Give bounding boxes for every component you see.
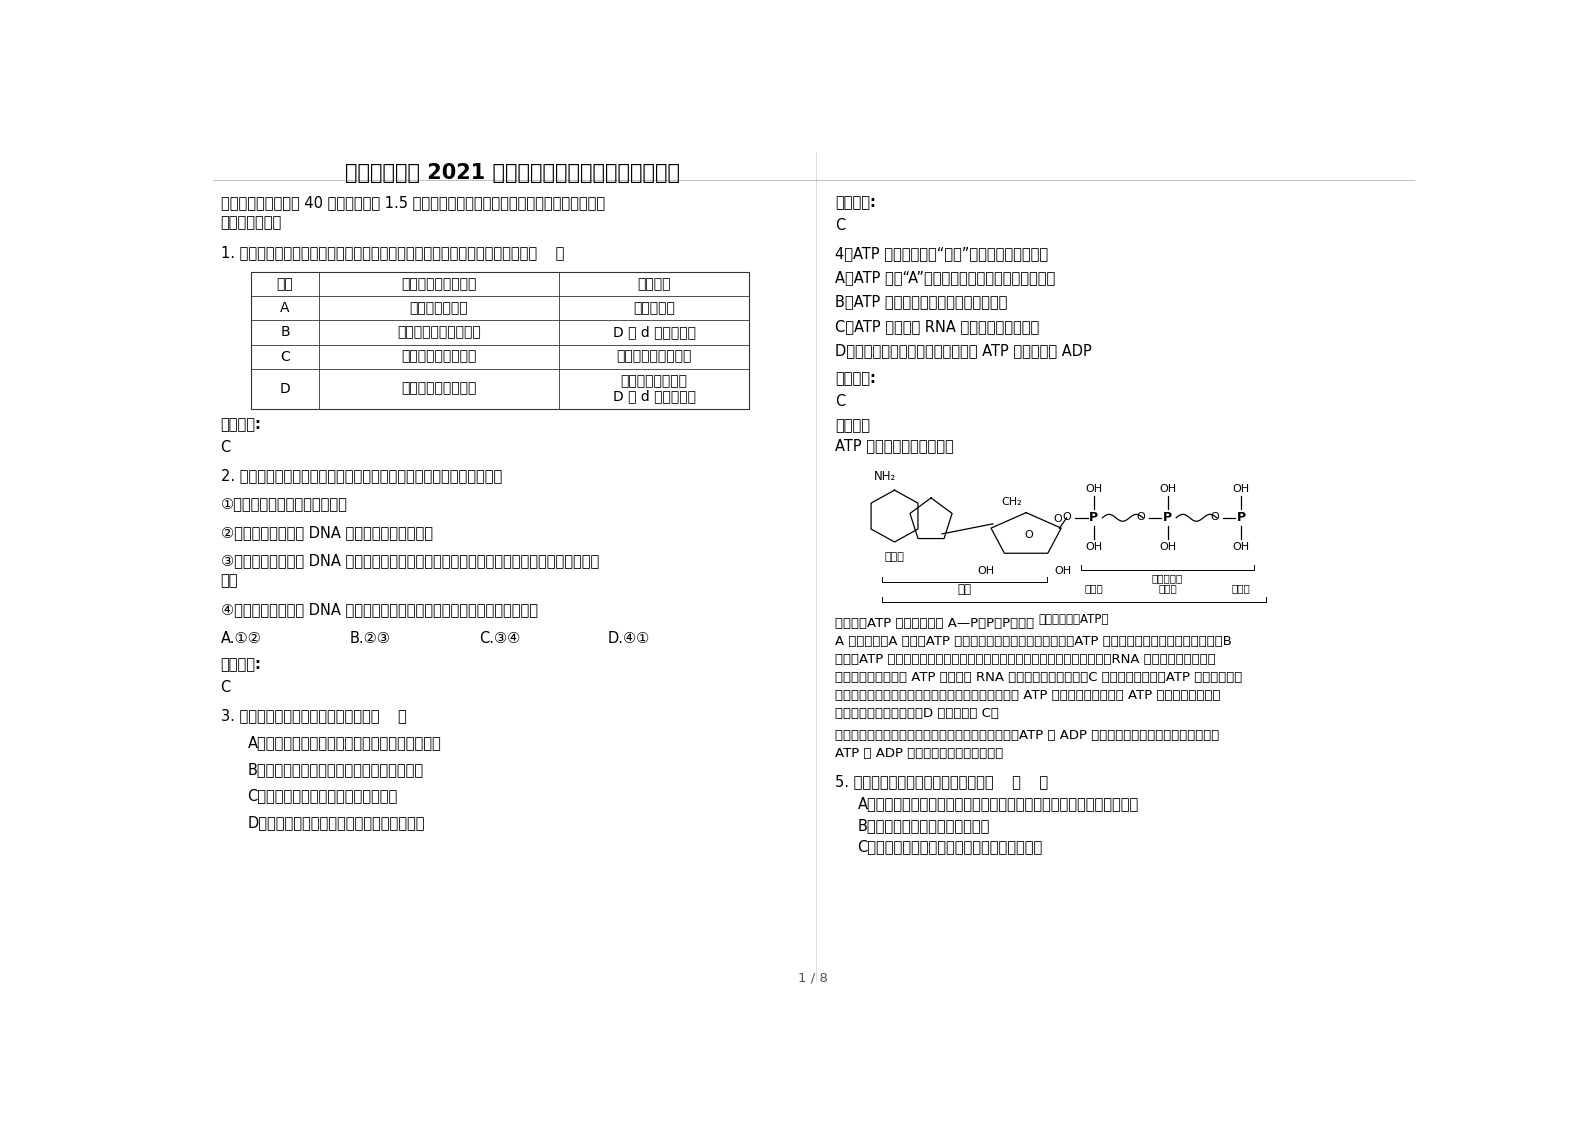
Text: 选项: 选项 (276, 277, 294, 291)
Text: A.①②: A.①② (221, 631, 262, 645)
Text: 雌雄配子的随机结合: 雌雄配子的随机结合 (616, 350, 692, 364)
Text: 三个磷酸基: 三个磷酸基 (1152, 573, 1184, 583)
Text: 1. 在性状分离比的模拟实验中，所用材料或实验过程与所模拟的内容一致的是（    ）: 1. 在性状分离比的模拟实验中，所用材料或实验过程与所模拟的内容一致的是（ ） (221, 246, 563, 260)
Text: OH: OH (1159, 484, 1176, 494)
Text: C: C (835, 394, 846, 408)
Text: 培养: 培养 (221, 573, 238, 589)
Text: 【详解】ATP 的结构简式是 A—P～P～P，其中: 【详解】ATP 的结构简式是 A—P～P～P，其中 (835, 617, 1035, 629)
Text: 三磷酸腺苷（ATP）: 三磷酸腺苷（ATP） (1039, 613, 1109, 626)
Text: A 代表腺苷，A 错误；ATP 水解反应一般与吸能反应相联系，ATP 的合反应一般与放能反应相联系，B: A 代表腺苷，A 错误；ATP 水解反应一般与吸能反应相联系，ATP 的合反应一… (835, 635, 1233, 647)
Text: C．ATP 中的糖和 RNA 中的五碳糖是相同的: C．ATP 中的糖和 RNA 中的五碳糖是相同的 (835, 319, 1039, 333)
Text: C．细胞内没有线粒体、核糖体等复杂的细胞器: C．细胞内没有线粒体、核糖体等复杂的细胞器 (857, 839, 1043, 855)
Text: NH₂: NH₂ (873, 470, 895, 484)
Text: OH: OH (1233, 542, 1251, 552)
Text: C: C (221, 440, 230, 454)
Text: D: D (279, 381, 290, 396)
Text: C.③④: C.③④ (479, 631, 521, 645)
Text: 【分析】: 【分析】 (835, 419, 871, 433)
Text: 雌、雄配子: 雌、雄配子 (633, 302, 674, 315)
Text: 磷酸基: 磷酸基 (1232, 583, 1251, 594)
Text: CH₂: CH₂ (1001, 497, 1022, 507)
Text: ④将编码毒素蛋白的 DNA 序列与质粒重组，注射到棉花子房，并进入受精卵: ④将编码毒素蛋白的 DNA 序列与质粒重组，注射到棉花子房，并进入受精卵 (221, 603, 538, 617)
Text: B．为大面积烧伤的病人提供移植的皮肤细胞: B．为大面积烧伤的病人提供移植的皮肤细胞 (248, 762, 424, 776)
Text: B: B (281, 325, 290, 340)
Text: OH: OH (1086, 542, 1103, 552)
Text: ③将编码毒素蛋白的 DNA 序列与质粒重组导入细菌，用该细菌感染棉花体细胞，再进行组织: ③将编码毒素蛋白的 DNA 序列与质粒重组导入细菌，用该细菌感染棉花体细胞，再进… (221, 553, 598, 569)
Text: OH: OH (1233, 484, 1251, 494)
Text: ①将毒素蛋白注射到棉受精卵中: ①将毒素蛋白注射到棉受精卵中 (221, 497, 348, 512)
Text: O: O (1063, 512, 1071, 522)
Text: 腺嘌呤: 腺嘌呤 (884, 552, 905, 562)
Text: D.④①: D.④① (608, 631, 651, 645)
Text: 1 / 8: 1 / 8 (798, 972, 828, 985)
Text: A．构成细胞的物质中不含纤维素，但含有糖类和蛋白结合而成的化合物: A．构成细胞的物质中不含纤维素，但含有糖类和蛋白结合而成的化合物 (857, 797, 1139, 811)
Text: O: O (1211, 512, 1219, 522)
Text: ②将编码毒素蛋白的 DNA 序列注射到棉受精卵中: ②将编码毒素蛋白的 DNA 序列注射到棉受精卵中 (221, 525, 433, 540)
Text: 参考答案:: 参考答案: (835, 195, 876, 210)
Text: 参考答案:: 参考答案: (221, 417, 262, 432)
Text: D．人在激烈运动的状态下，细胞中 ATP 含量远低于 ADP: D．人在激烈运动的状态下，细胞中 ATP 含量远低于 ADP (835, 343, 1092, 358)
Text: 【点睛】本题的易错点：不管是安静还是剧烈运动，ATP 和 ADP 的含量均能维持相对稳定，不同的是: 【点睛】本题的易错点：不管是安静还是剧烈运动，ATP 和 ADP 的含量均能维持… (835, 729, 1220, 742)
Text: C: C (281, 350, 290, 364)
Text: O: O (1054, 514, 1062, 524)
Text: A．大规模生产干扰素，用于抵抗病毒引起的感染: A．大规模生产干扰素，用于抵抗病毒引起的感染 (248, 735, 441, 751)
Text: OH: OH (978, 567, 993, 577)
Text: OH: OH (1086, 484, 1103, 494)
Text: 模拟内容: 模拟内容 (638, 277, 671, 291)
Text: 参考答案:: 参考答案: (835, 371, 876, 386)
Text: 不同彩球的随机组合: 不同彩球的随机组合 (402, 381, 476, 396)
Text: 所用材料或实验过程: 所用材料或实验过程 (402, 277, 476, 291)
Text: O: O (1136, 512, 1146, 522)
Bar (251, 272, 749, 408)
Text: 参考答案:: 参考答案: (221, 657, 262, 672)
Text: ATP 与 ADP 相互转化的速率不同而已。: ATP 与 ADP 相互转化的速率不同而已。 (835, 747, 1003, 761)
Text: 磷酸基: 磷酸基 (1159, 583, 1178, 594)
Text: A: A (281, 302, 290, 315)
Text: D．利用核移植技术，增加濒危动物存活数量: D．利用核移植技术，增加濒危动物存活数量 (248, 816, 425, 830)
Text: 4．ATP 是细胞的能量“通货”，下列叙述正确的是: 4．ATP 是细胞的能量“通货”，下列叙述正确的是 (835, 246, 1049, 261)
Text: B．细胞具有拟核、核内有染色质: B．细胞具有拟核、核内有染色质 (857, 818, 990, 833)
Text: 5. 下列关于幽门螺杆菌的叙述正确的是    （    ）: 5. 下列关于幽门螺杆菌的叙述正确的是 （ ） (835, 774, 1049, 789)
Text: C．大规模生产药物、香料、生物碱等: C．大规模生产药物、香料、生物碱等 (248, 789, 398, 803)
Text: P: P (1163, 512, 1173, 524)
Text: C: C (835, 218, 846, 232)
Text: 题目要求的。）: 题目要求的。） (221, 215, 282, 230)
Text: 一、选择题（本题共 40 小题，每小题 1.5 分。在每小题给出的四个选项中，只有一项是符合: 一、选择题（本题共 40 小题，每小题 1.5 分。在每小题给出的四个选项中，只… (221, 195, 605, 210)
Text: 甲、乙两个小桶: 甲、乙两个小桶 (409, 302, 468, 315)
Text: D 和 d 的随机结合: D 和 d 的随机结合 (613, 389, 695, 404)
Text: 雌（或雄）配子内: 雌（或雄）配子内 (621, 374, 687, 388)
Text: P: P (1089, 512, 1098, 524)
Text: D 和 d 配子的比例: D 和 d 配子的比例 (613, 325, 695, 340)
Text: 磷酸基团组成。因此 ATP 中的糖和 RNA 中的五碳糖是相同的，C 正确；在人体内，ATP 的含量都是在: 磷酸基团组成。因此 ATP 中的糖和 RNA 中的五碳糖是相同的，C 正确；在人… (835, 671, 1243, 684)
Text: 3. 下列不属于动物细胞工程应用的是（    ）: 3. 下列不属于动物细胞工程应用的是（ ） (221, 708, 406, 724)
Text: B.②③: B.②③ (349, 631, 390, 645)
Text: B．ATP 水解反应一般与吸能反应相联系: B．ATP 水解反应一般与吸能反应相联系 (835, 294, 1008, 310)
Text: OH: OH (1159, 542, 1176, 552)
Text: 甲、乙两小桶内的彩球: 甲、乙两小桶内的彩球 (397, 325, 481, 340)
Text: A．ATP 中的“A”代表腺嘌呤，是组成核酸成分之一: A．ATP 中的“A”代表腺嘌呤，是组成核酸成分之一 (835, 270, 1055, 285)
Text: 重庆江南中学 2021 年高二生物下学期期末试卷含解析: 重庆江南中学 2021 年高二生物下学期期末试卷含解析 (344, 163, 679, 183)
Text: C: C (221, 680, 230, 695)
Text: P: P (1236, 512, 1246, 524)
Text: OH: OH (1054, 567, 1071, 577)
Text: ATP 的结构式如下图所示：: ATP 的结构式如下图所示： (835, 438, 954, 453)
Text: 腺苷: 腺苷 (957, 583, 971, 597)
Text: 错误；ATP 是腺苷和三个磷酸基团组成，其中腺苷是由腺嘌呤和核糖组成，RNA 由含氮碱基、核糖和: 错误；ATP 是腺苷和三个磷酸基团组成，其中腺苷是由腺嘌呤和核糖组成，RNA 由… (835, 653, 1216, 666)
Text: O: O (1024, 530, 1033, 540)
Text: 快，二者处于动态平衡，D 错误，故选 C。: 快，二者处于动态平衡，D 错误，故选 C。 (835, 708, 1000, 720)
Text: 一定的范围内维持恒定的。人在剧烈运动时，体内的 ATP 合成速率加快，同时 ATP 的水解速率也会加: 一定的范围内维持恒定的。人在剧烈运动时，体内的 ATP 合成速率加快，同时 AT… (835, 689, 1220, 702)
Text: 2. 采用基因工程的方法培养抗虫棉，下列导入目的基因的作法正确的是: 2. 采用基因工程的方法培养抗虫棉，下列导入目的基因的作法正确的是 (221, 468, 501, 484)
Text: 磷酸基: 磷酸基 (1084, 583, 1103, 594)
Text: 不同彩球的随机结合: 不同彩球的随机结合 (402, 350, 476, 364)
